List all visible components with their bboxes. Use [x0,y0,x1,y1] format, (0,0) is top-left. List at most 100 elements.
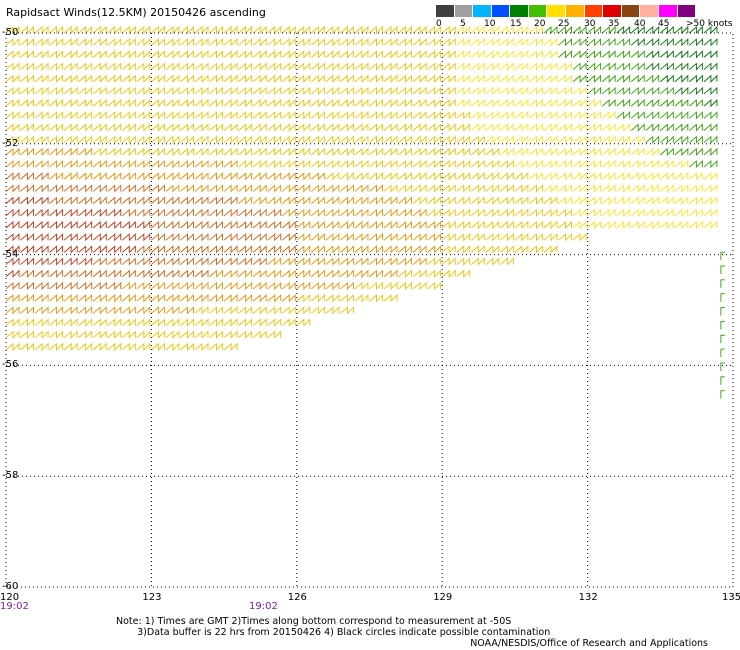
wind-barb [194,62,209,71]
wind-barb [354,281,369,291]
wind-barb [238,257,253,266]
wind-barb [122,99,136,108]
wind-barb [383,147,398,156]
wind-barb [151,123,165,132]
wind-barb [325,269,340,278]
wind-barb [136,330,151,339]
lat-label: -56 [2,359,19,371]
wind-barb [645,86,660,96]
wind-barb [369,294,383,303]
wind-barb [281,281,296,291]
wind-barb [238,245,253,254]
wind-barb [601,135,616,144]
wind-barb [456,123,471,132]
wind-barb [514,25,529,35]
wind-barb [441,208,456,217]
wind-barb [63,38,78,47]
wind-barb [601,147,616,156]
wind-barb [63,25,78,35]
wind-barb [354,99,369,108]
wind-barb [456,269,471,278]
wind-barb [587,123,602,132]
wind-barb [456,99,471,108]
wind-barb [92,281,107,291]
wind-barb [238,269,253,278]
wind-barb [49,220,64,230]
wind-barb [500,196,514,205]
wind-barb [660,196,674,205]
wind-barb [456,86,471,96]
wind-barb [441,25,456,35]
wind-barb [136,342,151,351]
wind-barb [78,135,93,144]
wind-barb [223,257,238,266]
wind-barb [543,111,558,120]
wind-barb [20,294,34,303]
wind-barb [281,86,296,96]
wind-barb [267,294,282,303]
wind-barb [49,330,64,339]
wind-barb [398,74,413,83]
wind-barb [252,159,267,169]
wind-barb [340,172,354,181]
wind-barb [616,159,631,169]
wind-barb [340,306,354,315]
lat-label: -52 [2,137,19,149]
wind-barb [267,196,282,205]
wind-barb [572,74,587,83]
wind-barb [238,172,253,181]
wind-barb [136,135,151,144]
wind-barb [412,123,427,132]
wind-barb [529,233,543,242]
wind-barb [485,184,500,193]
wind-barb [529,135,543,144]
wind-barb [485,99,500,108]
wind-barb [572,99,587,108]
wind-barb [485,147,500,156]
wind-barb [441,184,456,193]
colorbar-label: >50 knots [686,19,733,29]
wind-barb [558,220,572,230]
wind-barb [543,245,558,254]
wind-barb [122,257,136,266]
wind-barb [703,25,718,35]
wind-barb [122,208,136,217]
wind-barb [660,74,674,83]
wind-barb [398,220,413,230]
wind-barb [325,123,340,132]
wind-barb [238,306,253,315]
wind-barb [485,50,500,59]
wind-barb [601,50,616,59]
wind-barb [398,208,413,217]
wind-barb [427,196,442,205]
wind-barb [543,86,558,96]
wind-barb [209,342,224,351]
wind-barb [281,111,296,120]
wind-barb [543,184,558,193]
colorbar-swatch [603,5,622,17]
wind-barb [340,86,354,96]
wind-barb [107,172,122,181]
wind-barb [209,86,224,96]
wind-barb [34,147,49,156]
wind-barb [20,25,34,35]
wind-barb [383,111,398,120]
wind-barb [470,25,485,35]
wind-barb [296,294,311,303]
wind-barb [34,111,49,120]
wind-barb [412,245,427,254]
wind-barb [78,123,93,132]
wind-barb [398,159,413,169]
wind-barb [383,74,398,83]
wind-barb [354,257,369,266]
wind-barb [209,111,224,120]
wind-barb [296,99,311,108]
wind-barb [34,330,49,339]
wind-speed-colorbar: 0 5 10 15 20 25 30 35 40 45 >50 knots [436,5,736,33]
wind-barb [5,257,20,266]
wind-barb [485,111,500,120]
wind-barb [720,320,725,330]
wind-barb [369,25,383,35]
wind-barb [616,25,631,35]
wind-barb [514,50,529,59]
